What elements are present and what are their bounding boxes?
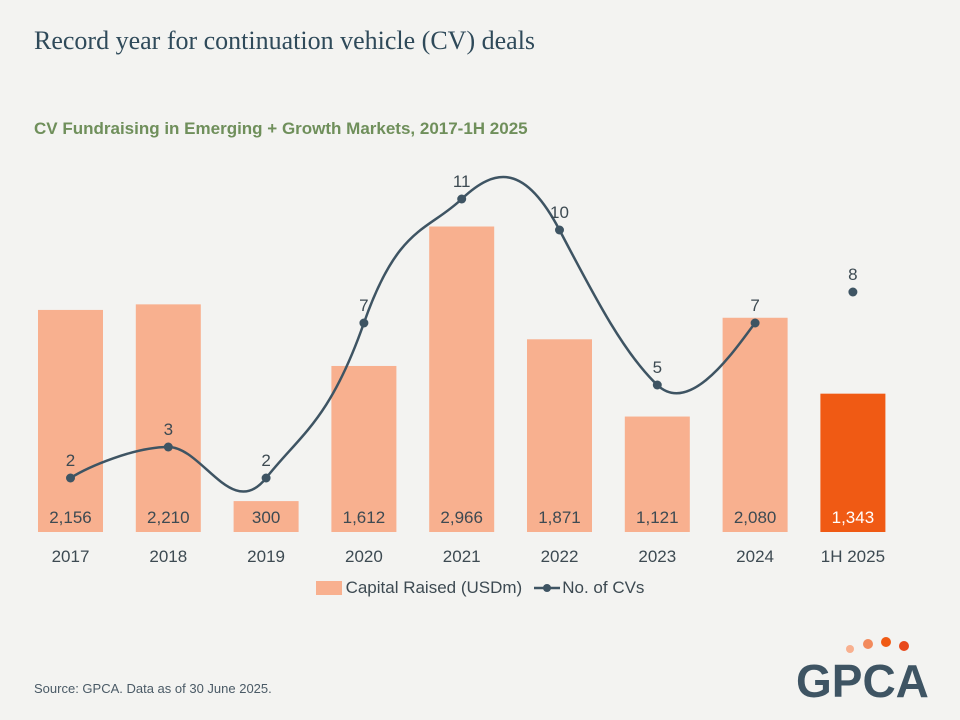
bar-2017 (38, 309, 103, 532)
x-tick-label: 2018 (149, 547, 187, 566)
legend-label-cvs: No. of CVs (562, 578, 645, 597)
bar-value-label: 1,121 (636, 508, 679, 527)
cv-point-label: 2 (66, 451, 75, 470)
chart-title: Record year for continuation vehicle (CV… (34, 26, 536, 55)
legend-item-capital: Capital Raised (USDm) (315, 578, 523, 598)
x-tick-label: 2021 (443, 547, 481, 566)
legend-swatch-bar (315, 581, 342, 595)
legend: Capital Raised (USDm) No. of CVs (0, 578, 960, 598)
legend-swatch-line (534, 584, 561, 592)
x-tick-label: 2020 (345, 547, 383, 566)
bar-1H 2025 (820, 393, 886, 532)
logo-dots (846, 637, 909, 653)
logo-text: GPCA (796, 655, 929, 707)
x-tick-label: 1H 2025 (821, 547, 885, 566)
cv-point-2017 (66, 473, 75, 483)
gpca-logo: GPCA (790, 634, 940, 707)
bar-value-label: 1,871 (538, 508, 581, 527)
cv-point-label: 10 (550, 203, 569, 222)
cv-point-2022 (555, 225, 564, 235)
cv-point-label: 8 (848, 265, 857, 284)
bar-value-label: 2,966 (440, 508, 483, 527)
cv-point-2020 (359, 318, 369, 328)
x-tick-label: 2024 (736, 547, 774, 566)
bar-2019 (233, 501, 299, 532)
cv-point-label: 3 (164, 420, 173, 439)
chart-subtitle: CV Fundraising in Emerging + Growth Mark… (34, 119, 528, 138)
bar-2018 (135, 304, 201, 532)
bar-value-label: 2,210 (147, 508, 190, 527)
bar-value-label: 300 (252, 508, 280, 527)
bar-value-label: 1,343 (832, 508, 875, 527)
cv-point-2024 (750, 318, 760, 328)
cv-count-line (69, 175, 757, 493)
cv-point-label: 2 (261, 451, 270, 470)
bar-2020 (331, 365, 397, 532)
bar-value-label: 2,080 (734, 508, 777, 527)
cv-point-label: 11 (453, 172, 471, 191)
cv-point-2021 (457, 194, 467, 204)
x-tick-label: 2022 (541, 547, 579, 566)
legend-item-cvs: No. of CVs (534, 578, 644, 598)
bar-2022 (527, 339, 592, 532)
bar-2021 (429, 226, 495, 532)
x-tick-label: 2017 (52, 547, 90, 566)
x-tick-label: 2023 (638, 547, 676, 566)
cv-point-2018 (163, 442, 173, 452)
cv-point-1H 2025 (848, 287, 858, 297)
cv-point-label: 7 (750, 296, 759, 315)
legend-label-capital: Capital Raised (USDm) (345, 578, 523, 597)
chart-area: 2,156 2017 2,210 2018 300 2019 1,612 2020 2,966 2… (38, 172, 886, 566)
bar-value-label: 2,156 (49, 508, 92, 527)
x-tick-label: 2019 (247, 547, 285, 566)
cv-point-2019 (261, 473, 271, 483)
bar-2023 (624, 416, 690, 532)
cv-point-label: 5 (653, 358, 662, 377)
bar-value-label: 1,612 (343, 508, 386, 527)
bar-2024 (722, 317, 788, 532)
source-note: Source: GPCA. Data as of 30 June 2025. (34, 681, 272, 696)
cv-point-2023 (652, 380, 662, 390)
cv-point-label: 7 (359, 296, 368, 315)
